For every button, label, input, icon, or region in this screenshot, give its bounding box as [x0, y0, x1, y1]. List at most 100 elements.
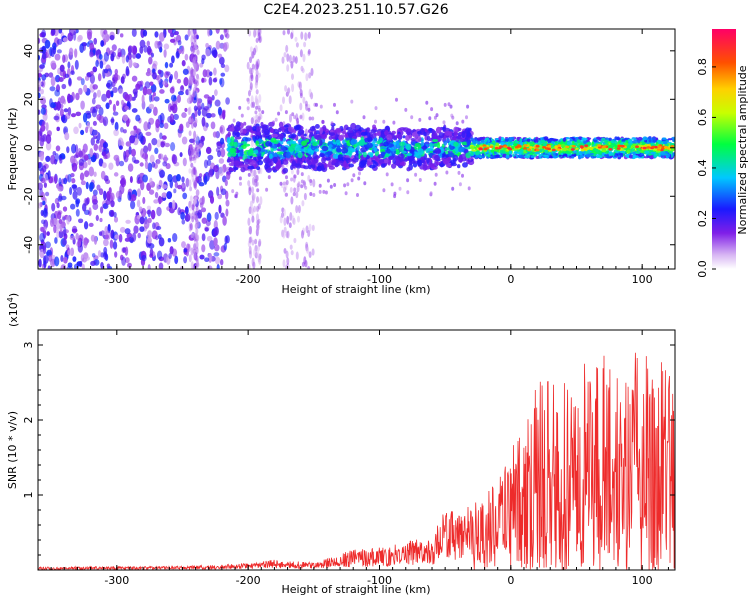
- spectrogram-cell: [86, 42, 90, 48]
- spectrogram-cell: [233, 141, 238, 149]
- spectrogram-cell: [257, 218, 261, 224]
- spectrogram-cell: [298, 129, 305, 135]
- spectrogram-cell: [254, 135, 260, 140]
- spectrogram-cell: [45, 122, 49, 132]
- spectrogram-cell: [181, 60, 186, 67]
- spectrogram-cell: [168, 201, 173, 209]
- spectrogram-cell: [378, 159, 385, 164]
- spectrogram-cell: [114, 121, 119, 132]
- spectrogram-cell: [46, 231, 50, 237]
- spectrogram-cell: [509, 150, 513, 155]
- spectrogram-cell: [151, 161, 156, 168]
- spectrogram-cell: [193, 130, 197, 139]
- spectrogram-cell: [286, 215, 290, 225]
- spectrogram-cell: [519, 138, 523, 143]
- spectrogram-cell: [207, 154, 214, 161]
- spectrogram-cell: [64, 132, 70, 141]
- colorbar-tick-label: 0.2: [696, 210, 709, 228]
- spectrogram-cell: [279, 181, 283, 186]
- spectrogram-cell: [601, 147, 607, 153]
- spectrogram-cell: [64, 112, 71, 120]
- spectrogram-cell: [623, 142, 629, 146]
- spectrogram-x-axis: -300 -200 -100 0 100: [50, 29, 669, 286]
- spectrogram-cell: [282, 96, 285, 104]
- spectrogram-cell: [503, 145, 508, 148]
- spectrogram-cell: [570, 155, 575, 159]
- spectrogram-cell: [131, 96, 136, 101]
- spectrogram-cell: [531, 147, 535, 153]
- spectrogram-cell: [461, 119, 465, 124]
- spectrogram-cell: [233, 160, 240, 166]
- spectrogram-cell: [453, 131, 458, 137]
- spectrogram-cell: [596, 151, 602, 155]
- spectrogram-cell: [254, 178, 258, 183]
- spectrogram-cell: [102, 162, 107, 169]
- spectrogram-cell: [98, 54, 103, 60]
- spectrogram-cell: [217, 106, 222, 116]
- spectrogram-cell: [293, 237, 297, 244]
- spectrogram-cell: [412, 131, 419, 139]
- spectrogram-cell: [285, 151, 292, 159]
- spectrogram-cell: [447, 152, 455, 158]
- spectrogram-cell: [324, 151, 331, 158]
- spectrogram-cell: [109, 90, 114, 95]
- spectrogram-cell: [180, 85, 184, 90]
- spectrogram-cell: [196, 76, 200, 82]
- spectrogram-cell: [277, 128, 282, 133]
- spectrogram-cell: [189, 75, 193, 83]
- spectrogram-cell: [573, 153, 577, 157]
- spectrogram-cell: [466, 104, 470, 109]
- spectrogram-cell: [382, 188, 386, 193]
- spectrogram-cell: [73, 154, 79, 159]
- spectrogram-cell: [291, 73, 294, 81]
- spectrogram-cell: [92, 66, 98, 73]
- spectrogram-cell: [54, 53, 61, 61]
- spectrogram-cell: [648, 138, 652, 143]
- spectrogram-cell: [227, 131, 231, 137]
- spectrogram-cell: [218, 204, 222, 214]
- spectrogram-cell: [230, 151, 237, 157]
- spectrogram-cell: [324, 157, 332, 161]
- spectrogram-cell: [120, 126, 124, 133]
- spectrogram-cell: [269, 128, 274, 133]
- spectrogram-cell: [356, 193, 359, 197]
- spectrogram-cell: [311, 159, 316, 165]
- spectrogram-cell: [176, 173, 181, 182]
- spectrogram-cell: [181, 136, 188, 145]
- spectrogram-cell: [83, 221, 89, 230]
- spectrogram-cell: [398, 186, 402, 191]
- spectrogram-cell: [305, 73, 309, 82]
- spectrogram-cell: [628, 154, 634, 159]
- spectrogram-cell: [295, 251, 299, 260]
- spectrogram-cell: [344, 157, 351, 161]
- spectrogram-cell: [289, 113, 292, 123]
- spectrogram-cell: [608, 137, 612, 142]
- spectrogram-cell: [397, 153, 405, 159]
- spectrogram-cell: [89, 51, 94, 58]
- spectrogram-cell: [360, 131, 368, 136]
- spectrogram-cell: [191, 46, 195, 56]
- spectrogram-cell: [290, 196, 294, 205]
- spectrogram-cell: [307, 31, 311, 39]
- spectrogram-cell: [174, 255, 179, 265]
- spectrogram-cell: [164, 61, 169, 69]
- spectrogram-cell: [54, 89, 61, 97]
- spectrogram-cell: [205, 48, 211, 57]
- spectrogram-cell: [240, 166, 246, 173]
- spectrogram-cell: [192, 34, 196, 40]
- spectrogram-cell: [193, 68, 197, 77]
- spectrogram-cell: [580, 150, 586, 155]
- spectrogram-cell: [507, 143, 511, 147]
- spectrogram-cell: [458, 158, 463, 163]
- spectrogram-cell: [254, 110, 258, 115]
- spectrogram-cell: [480, 139, 485, 144]
- spectrogram-cell: [303, 192, 307, 201]
- spectrogram-cell: [92, 202, 99, 211]
- x-tick-label: 0: [507, 574, 514, 587]
- spectrogram-cell: [196, 152, 200, 159]
- spectrogram-cell: [282, 30, 286, 36]
- spectrogram-cell: [84, 255, 90, 261]
- spectrogram-cell: [569, 138, 573, 142]
- spectrogram-cell: [460, 153, 467, 159]
- spectrogram-cell: [329, 129, 334, 133]
